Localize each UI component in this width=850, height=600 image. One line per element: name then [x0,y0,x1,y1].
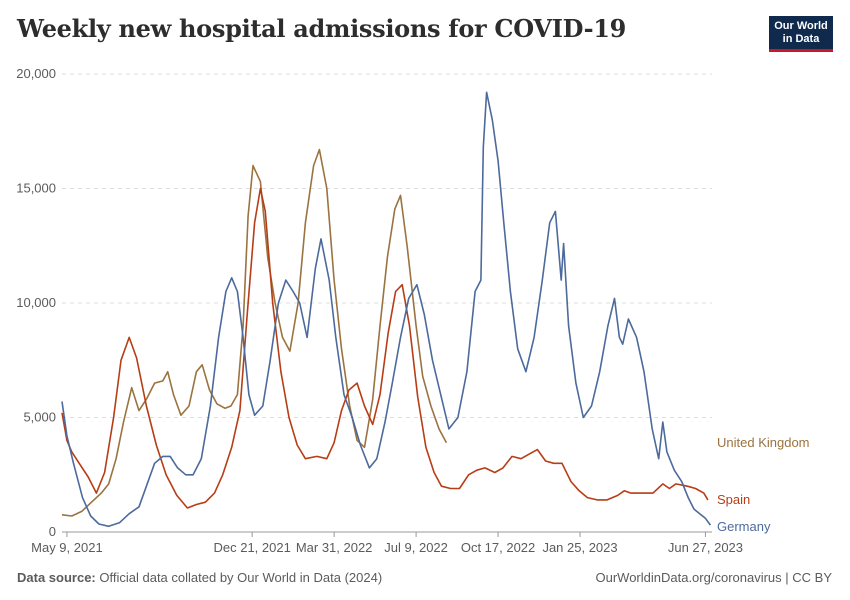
logo-line-1: Our World [774,20,828,32]
x-tick-label: Mar 31, 2022 [296,540,373,555]
series-label-spain: Spain [717,492,750,507]
grid-layer [62,73,712,533]
series-label-uk: United Kingdom [717,435,810,450]
source-text: Official data collated by Our World in D… [99,570,383,585]
x-tick-label: May 9, 2021 [31,540,103,555]
series-line-spain [61,187,709,509]
logo-line-2: in Data [782,33,820,45]
series-line-uk [61,148,448,517]
x-tick-label: Jan 25, 2023 [542,540,617,555]
series-label-germany: Germany [717,519,771,534]
y-tick-label: 20,000 [16,66,56,81]
x-tick-label: Jul 9, 2022 [384,540,448,555]
x-tick-label: Jun 27, 2023 [668,540,743,555]
y-tick-label: 5,000 [23,410,56,425]
series-label-layer: United Kingdom Spain Germany [717,435,810,534]
x-tick-label: Dec 21, 2021 [213,540,290,555]
x-tick-label: Oct 17, 2022 [461,540,535,555]
footer-url[interactable]: OurWorldinData.org/coronavirus | CC BY [595,570,832,585]
source-label: Data source: [17,570,96,585]
chart-title: Weekly new hospital admissions for COVID… [17,14,627,43]
y-tick-label: 10,000 [16,295,56,310]
footer-source: Data source: Official data collated by O… [17,570,382,585]
x-axis: May 9, 2021 Dec 21, 2021 Mar 31, 2022 Jul 9… [31,532,743,555]
series-layer [61,91,712,528]
y-tick-label: 0 [49,524,56,539]
series-line-germany [61,91,712,528]
y-tick-label: 15,000 [16,181,56,196]
y-axis: 0 5,000 10,000 15,000 20,000 [16,66,56,539]
owid-logo[interactable]: Our World in Data [769,16,833,52]
line-chart: 0 5,000 10,000 15,000 20,000 May 9, 2021 Dec … [16,66,810,555]
